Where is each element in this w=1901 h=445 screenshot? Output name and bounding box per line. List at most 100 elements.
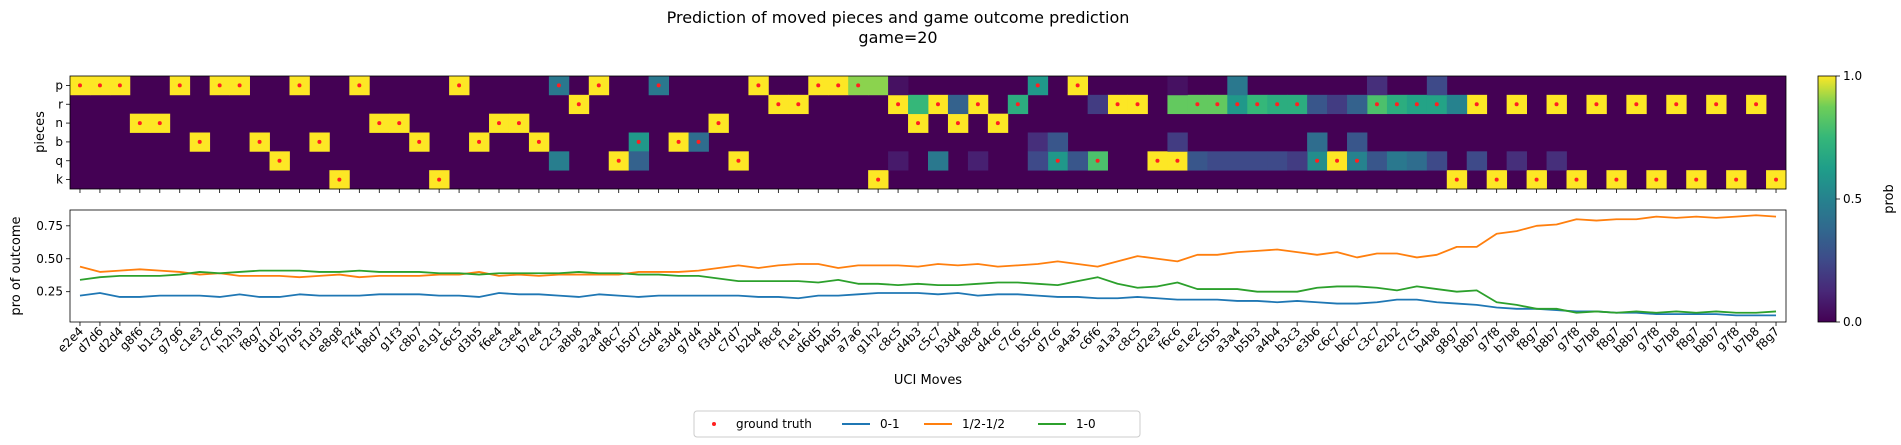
ground-truth-dot bbox=[1394, 102, 1399, 107]
legend: ground truth 0-1 1/2-1/2 1-0 bbox=[693, 410, 1141, 438]
ground-truth-dot bbox=[377, 121, 382, 126]
ground-truth-dot bbox=[1175, 158, 1180, 163]
ground-truth-dot bbox=[1235, 102, 1240, 107]
heatmap-ytick-label: n bbox=[55, 116, 63, 130]
heatmap-cell bbox=[1027, 151, 1049, 171]
ground-truth-dot bbox=[137, 121, 142, 126]
heatmap-cell bbox=[1087, 94, 1108, 115]
heatmap-cell bbox=[1187, 151, 1208, 171]
line-series-2 bbox=[79, 269, 1777, 314]
heatmap-cell bbox=[888, 76, 909, 96]
ground-truth-dot bbox=[277, 158, 282, 163]
ground-truth-dot bbox=[117, 83, 122, 88]
heatmap-cell bbox=[1287, 151, 1308, 171]
ground-truth-dot bbox=[916, 121, 921, 126]
ground-truth-dot bbox=[716, 121, 721, 126]
heatmap-cell bbox=[967, 151, 989, 171]
colorbar: 1.0 0.5 0.0 prob bbox=[1817, 69, 1897, 329]
heatmap-cell bbox=[1426, 151, 1448, 171]
heatmap-cell bbox=[947, 94, 969, 115]
heatmap-cell bbox=[888, 151, 909, 171]
ground-truth-dot bbox=[576, 102, 581, 107]
ground-truth-dot bbox=[1514, 102, 1519, 107]
heatmap-cell bbox=[1227, 151, 1248, 171]
ground-truth-dot bbox=[736, 158, 741, 163]
figure-title: Prediction of moved pieces and game outc… bbox=[667, 8, 1130, 27]
ground-truth-dot bbox=[1215, 102, 1220, 107]
ground-truth-dot bbox=[1255, 102, 1260, 107]
ground-truth-dot bbox=[1315, 158, 1320, 163]
heatmap-cell bbox=[548, 151, 570, 171]
heatmap-cell bbox=[1466, 151, 1488, 171]
ground-truth-dot bbox=[536, 139, 541, 144]
line-frame bbox=[69, 209, 1787, 323]
ground-truth-dot bbox=[1534, 177, 1539, 182]
heatmap-cell bbox=[1327, 94, 1348, 115]
line-yticks: 0.25 0.50 0.75 bbox=[36, 219, 70, 299]
figure-subtitle: game=20 bbox=[858, 28, 937, 47]
colorbar-ticklabel-bottom: 0.0 bbox=[1843, 315, 1862, 329]
ground-truth-dot bbox=[676, 139, 681, 144]
ground-truth-dot bbox=[457, 83, 462, 88]
legend-ground-truth-marker bbox=[712, 422, 716, 426]
heatmap-cell bbox=[1366, 151, 1388, 171]
ground-truth-dot bbox=[477, 139, 482, 144]
ground-truth-dot bbox=[1374, 102, 1379, 107]
heatmap-cell bbox=[628, 151, 650, 171]
line-xticks: e2e4d7d6d2d4g8f6b1c3g7g6c1e3c7c6h2h3f8g7… bbox=[55, 322, 1782, 356]
legend-box bbox=[693, 410, 1141, 438]
line-xlabel: UCI Moves bbox=[894, 373, 962, 388]
ground-truth-dot bbox=[1434, 102, 1439, 107]
colorbar-ticklabel-top: 1.0 bbox=[1843, 69, 1862, 83]
ground-truth-dot bbox=[1734, 177, 1739, 182]
ground-truth-dot bbox=[1574, 177, 1579, 182]
ground-truth-dot bbox=[796, 102, 801, 107]
ground-truth-dot bbox=[836, 83, 841, 88]
ground-truth-dot bbox=[1414, 102, 1419, 107]
heatmap-ytick-label: r bbox=[58, 97, 63, 111]
heatmap-cell bbox=[1546, 151, 1567, 171]
line-ytick-label: 0.25 bbox=[36, 285, 63, 299]
heatmap-ytick-label: b bbox=[55, 135, 63, 149]
ground-truth-dot bbox=[1674, 102, 1679, 107]
heatmap-cell bbox=[1167, 132, 1188, 152]
ground-truth-dot bbox=[636, 139, 641, 144]
heatmap-cell bbox=[1406, 151, 1428, 171]
ground-truth-dot bbox=[1055, 158, 1060, 163]
heatmap-cell bbox=[868, 76, 889, 96]
ground-truth-dot bbox=[417, 139, 422, 144]
legend-series-1-label: 1/2-1/2 bbox=[962, 417, 1005, 431]
ground-truth-dot bbox=[816, 83, 821, 88]
ground-truth-dot bbox=[856, 83, 861, 88]
ground-truth-dot bbox=[1714, 102, 1719, 107]
line-ytick-label: 0.50 bbox=[36, 252, 63, 266]
legend-series-0-label: 0-1 bbox=[880, 417, 900, 431]
heatmap-cell bbox=[1167, 76, 1188, 96]
colorbar-ticklabel-mid: 0.5 bbox=[1843, 192, 1862, 206]
ground-truth-dot bbox=[497, 121, 501, 126]
heatmap-ylabel: pieces bbox=[33, 111, 48, 153]
line-series-1 bbox=[79, 214, 1777, 279]
heatmap-cell bbox=[1446, 94, 1468, 115]
ground-truth-dot bbox=[237, 83, 242, 88]
heatmap-xticks bbox=[79, 189, 1777, 193]
ground-truth-dot bbox=[556, 83, 561, 88]
ground-truth-dot bbox=[357, 83, 362, 88]
heatmap-cell bbox=[1366, 76, 1388, 96]
ground-truth-dot bbox=[77, 83, 82, 88]
ground-truth-dot bbox=[975, 102, 980, 107]
heatmap-ground-truth-dots bbox=[77, 83, 1779, 182]
heatmap-cell bbox=[1506, 151, 1527, 171]
colorbar-gradient bbox=[1817, 75, 1837, 323]
ground-truth-dot bbox=[1275, 102, 1280, 107]
heatmap-cell bbox=[1247, 151, 1268, 171]
ground-truth-dot bbox=[1095, 158, 1100, 163]
ground-truth-dot bbox=[217, 83, 222, 88]
move-label: f8g7 bbox=[1753, 324, 1782, 353]
heatmap-cell bbox=[1167, 94, 1188, 115]
ground-truth-dot bbox=[1115, 102, 1120, 107]
ground-truth-dot bbox=[1754, 102, 1759, 107]
